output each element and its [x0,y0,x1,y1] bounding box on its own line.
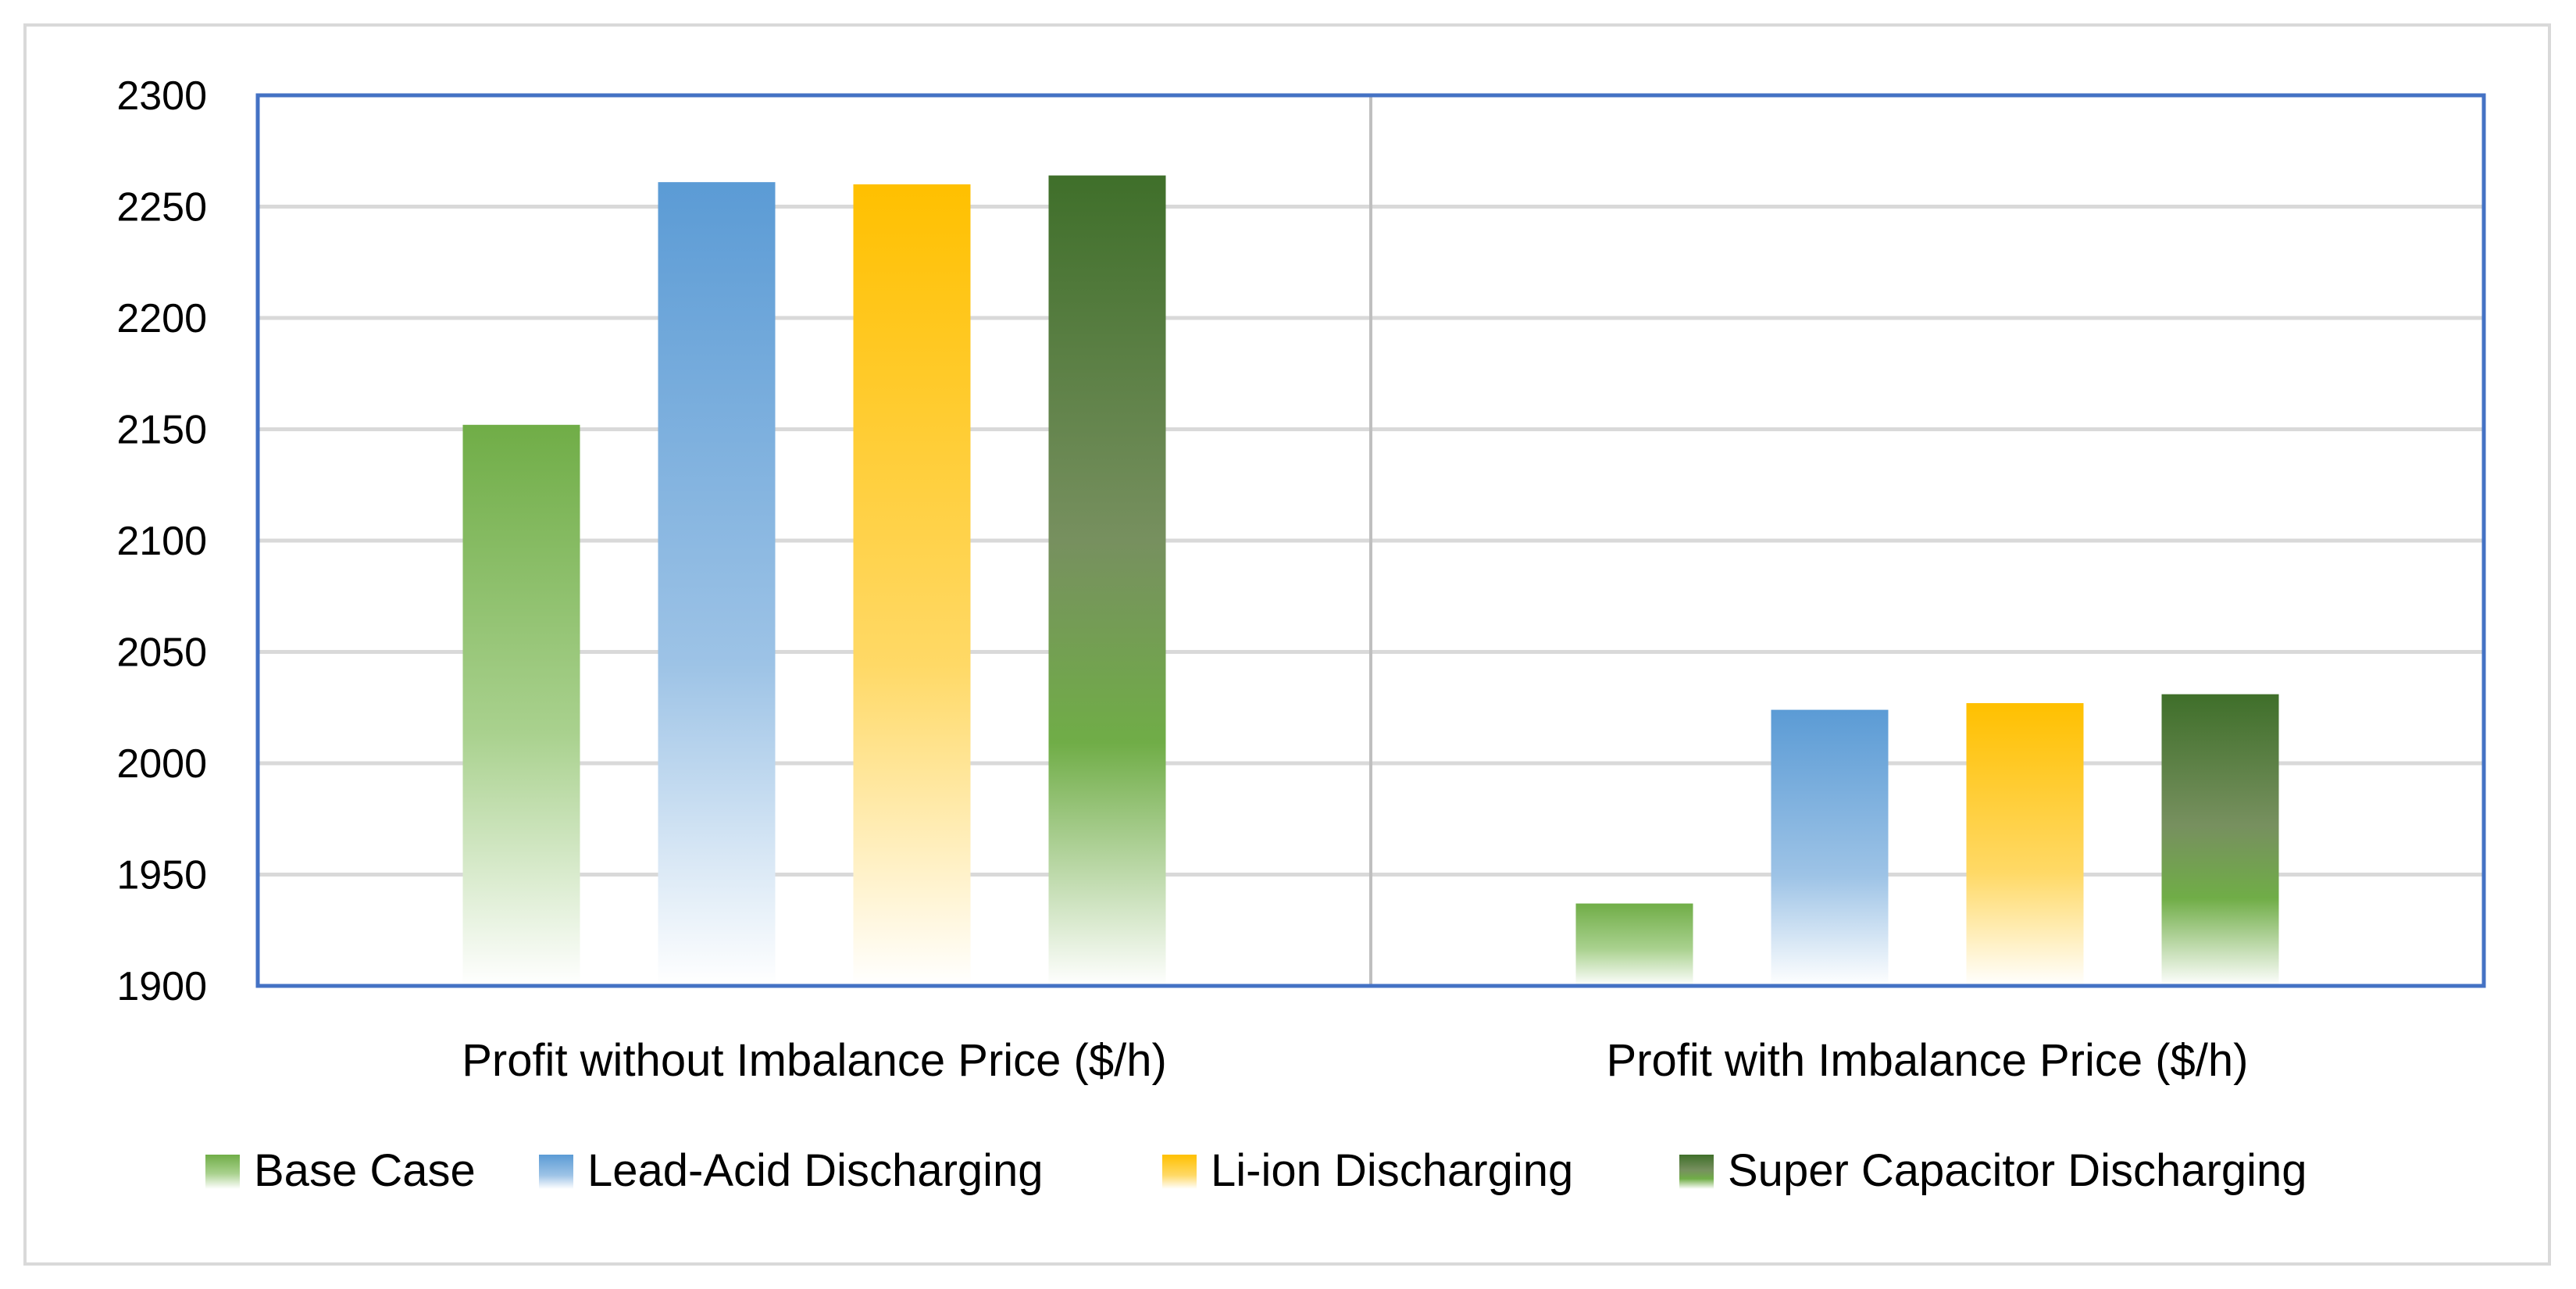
y-tick-label: 2000 [116,741,207,787]
x-category-label: Profit with Imbalance Price ($/h) [1607,1035,2249,1086]
plot-area-border [255,93,2486,988]
x-category-label: Profit without Imbalance Price ($/h) [462,1035,1167,1086]
y-tick-label: 2150 [116,408,207,453]
chart-frame [23,23,2551,1266]
y-tick-label: 1900 [116,964,207,1009]
x-axis-categories: Profit without Imbalance Price ($/h) Prof… [462,1035,2248,1086]
legend-label: Li-ion Discharging [1211,1145,1573,1196]
bar-base-case-1 [462,424,580,986]
y-tick-label: 2200 [116,296,207,341]
bar-lead-acid-discharging-2 [1771,709,1889,986]
legend-label: Base Case [254,1145,476,1196]
bar-lead-acid-discharging-1 [658,182,776,986]
bars [462,175,2279,987]
y-axis-ticks: 1900 1950 2000 2050 2100 2150 2200 2250 2300 [116,73,207,1009]
legend-label: Super Capacitor Discharging [1728,1145,2307,1196]
bar-base-case-2 [1575,903,1693,986]
y-tick-label: 2050 [116,630,207,676]
legend: Base Case Lead-Acid Discharging Li-ion Dis… [205,1145,2307,1196]
bar-li-ion-discharging-2 [1966,703,2084,986]
legend-label: Lead-Acid Discharging [587,1145,1044,1196]
legend-swatch [1162,1155,1197,1189]
bar-super-capacitor-discharging-1 [1048,175,1166,987]
legend-swatch [1679,1155,1714,1189]
y-tick-label: 1950 [116,853,207,898]
legend-swatch [539,1155,573,1189]
legend-swatch [205,1155,240,1189]
y-tick-label: 2250 [116,185,207,230]
y-tick-label: 2100 [116,519,207,564]
bar-li-ion-discharging-1 [853,184,971,986]
y-tick-label: 2300 [116,73,207,119]
bar-super-capacitor-discharging-2 [2161,694,2279,986]
